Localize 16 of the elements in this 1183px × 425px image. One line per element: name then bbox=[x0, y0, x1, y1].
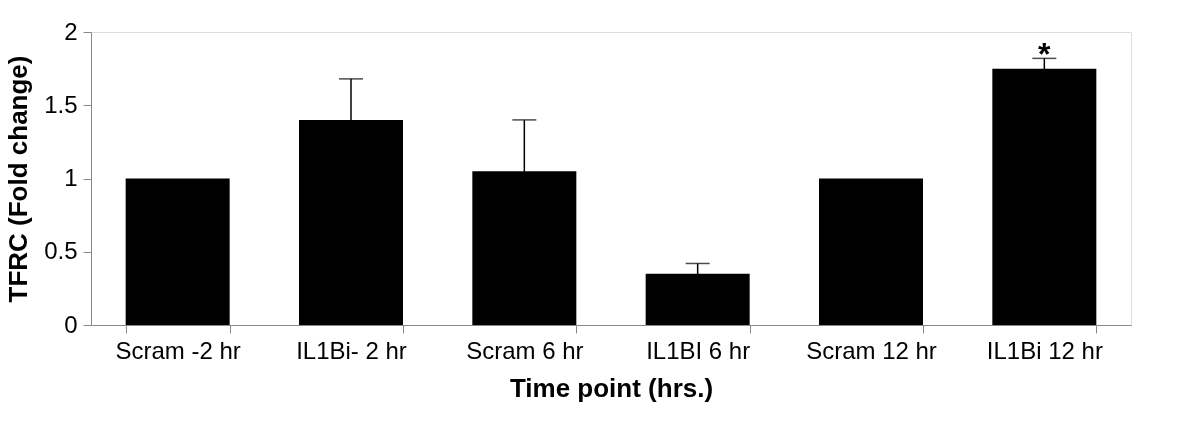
y-tick-label: 1.5 bbox=[44, 90, 78, 118]
x-tick-label: IL1Bi 12 hr bbox=[986, 336, 1103, 364]
x-tick-label: Scram 6 hr bbox=[466, 336, 584, 364]
x-tick-label: Scram 12 hr bbox=[806, 336, 937, 364]
y-tick-label: 0 bbox=[64, 310, 78, 338]
bar bbox=[819, 178, 923, 325]
x-axis-title: Time point (hrs.) bbox=[509, 372, 714, 403]
x-tick-label: IL1BI 6 hr bbox=[646, 336, 751, 364]
annotation: * bbox=[1038, 36, 1052, 73]
bar bbox=[125, 178, 230, 325]
x-tick-label: Scram -2 hr bbox=[115, 336, 241, 364]
y-tick-label: 2 bbox=[64, 17, 78, 45]
y-tick-label: 1 bbox=[64, 164, 78, 191]
x-tick-label: IL1Bi- 2 hr bbox=[296, 336, 407, 364]
y-tick-label: 0.5 bbox=[44, 237, 78, 265]
y-axis-title: TFRC (Fold change) bbox=[3, 55, 34, 303]
